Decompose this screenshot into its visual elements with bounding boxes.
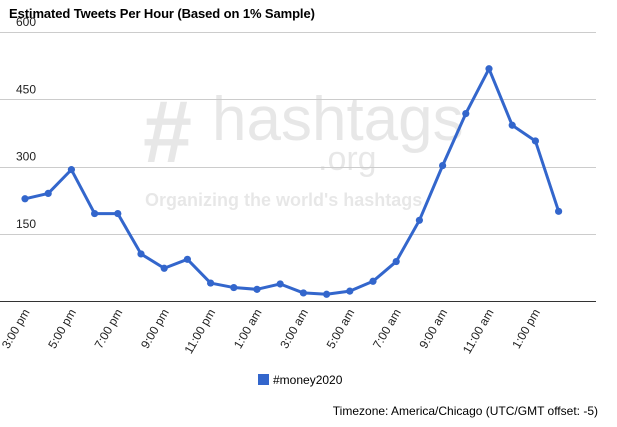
watermark: # hashtags .org Organizing the world's h… — [143, 82, 464, 210]
data-point — [531, 137, 540, 145]
watermark-tagline: Organizing the world's hashtags — [145, 190, 422, 210]
legend: #money2020 — [258, 373, 343, 387]
data-point — [485, 65, 493, 73]
y-tick-label: 150 — [16, 217, 36, 231]
data-point — [91, 209, 99, 218]
x-tick-label: 1:00 pm — [509, 306, 543, 351]
data-point — [44, 189, 52, 197]
legend-label: #money2020 — [273, 373, 343, 387]
data-point — [346, 287, 354, 295]
x-tick-label: 3:00 am — [277, 306, 311, 351]
data-point — [392, 257, 400, 266]
data-point — [462, 109, 470, 118]
data-point — [21, 195, 29, 203]
data-point — [253, 285, 261, 293]
data-point — [323, 290, 331, 298]
x-tick-label: 5:00 am — [324, 306, 358, 351]
data-point — [276, 280, 284, 288]
watermark-hash: # — [143, 82, 192, 181]
x-tick-label: 1:00 am — [231, 306, 265, 351]
x-tick-label: 9:00 pm — [138, 306, 172, 351]
chart-title: Estimated Tweets Per Hour (Based on 1% S… — [9, 6, 315, 21]
data-point — [114, 209, 122, 218]
x-tick-label: 3:00 pm — [0, 306, 33, 351]
y-tick-layer: 150 300 450 600 — [16, 15, 36, 231]
data-point — [508, 121, 516, 129]
series-line — [23, 67, 561, 296]
x-tick-label: 9:00 am — [416, 306, 450, 351]
y-tick-label: 300 — [16, 150, 36, 164]
timezone-note: Timezone: America/Chicago (UTC/GMT offse… — [332, 404, 598, 418]
x-tick-label: 11:00 pm — [181, 307, 218, 357]
legend-swatch — [258, 374, 269, 385]
data-point — [299, 289, 307, 297]
data-point — [415, 216, 423, 224]
watermark-domain: .org — [318, 140, 377, 178]
x-tick-label: 5:00 pm — [45, 306, 79, 351]
x-tick-layer: 3:00 pm 5:00 pm 7:00 pm 9:00 pm 11:00 pm 1:00… — [0, 306, 543, 356]
x-tick-label: 7:00 am — [370, 306, 404, 351]
series-layer — [21, 65, 563, 298]
data-point — [160, 264, 168, 272]
data-point — [137, 250, 145, 258]
y-tick-label: 600 — [16, 15, 36, 29]
data-point — [67, 166, 75, 174]
x-tick-label: 11:00 am — [460, 307, 497, 357]
data-point — [555, 207, 563, 215]
x-tick-label: 7:00 pm — [92, 306, 126, 351]
grid-layer — [0, 32, 596, 302]
data-point — [230, 283, 238, 292]
data-point — [207, 279, 215, 287]
watermark-brand: hashtags — [212, 85, 464, 154]
data-point — [183, 255, 191, 263]
y-tick-label: 450 — [16, 82, 36, 96]
data-point — [369, 277, 377, 285]
data-point — [439, 162, 447, 170]
